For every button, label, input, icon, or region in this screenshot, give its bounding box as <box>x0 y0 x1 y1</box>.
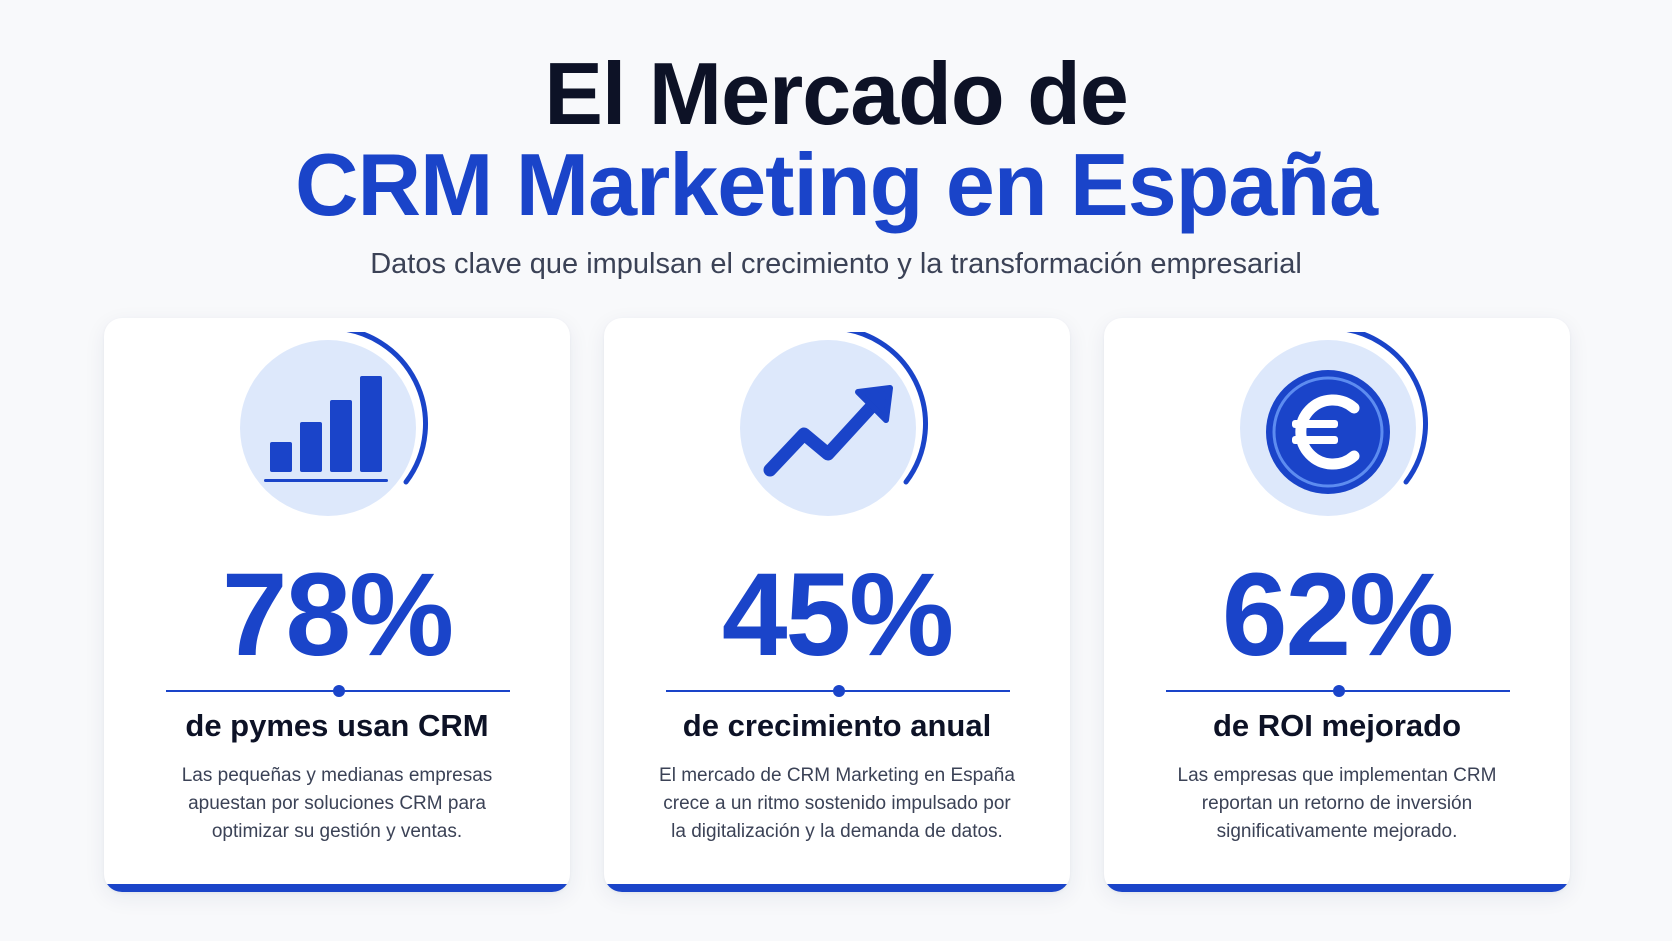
stat-description: Las pequeñas y medianas empresas apuesta… <box>181 765 493 842</box>
stat-label: de pymes usan CRM <box>185 708 489 743</box>
divider-dot <box>333 685 345 697</box>
divider <box>666 685 1010 697</box>
stat-description: El mercado de CRM Marketing en España cr… <box>659 765 1015 842</box>
divider-dot <box>1333 685 1345 697</box>
stat-card-pymes: 78% de pymes usan CRM Las pequeñas y med… <box>104 318 570 892</box>
stat-card-roi: 62% de ROI mejorado Las empresas que imp… <box>1104 318 1570 892</box>
page-title-line-1: El Mercado de <box>544 44 1129 143</box>
bar-chart-icon <box>232 332 432 532</box>
stat-label: de ROI mejorado <box>1212 708 1462 743</box>
divider-dot <box>833 685 845 697</box>
page-subtitle: Datos clave que impulsan el crecimiento … <box>370 248 1302 280</box>
card-accent-bar <box>604 884 1070 892</box>
stat-label: de crecimiento anual <box>682 708 992 743</box>
stat-card-crecimiento: 45% de crecimiento anual El mercado de C… <box>604 318 1070 892</box>
card-accent-bar <box>1104 884 1570 892</box>
divider <box>166 685 510 697</box>
euro-coin-icon <box>1232 332 1432 532</box>
stat-value: 78% <box>221 549 454 681</box>
stat-description: Las empresas que implementan CRM reporta… <box>1177 765 1497 842</box>
divider <box>1166 685 1510 697</box>
stat-value: 62% <box>1221 549 1454 681</box>
card-accent-bar <box>104 884 570 892</box>
trending-up-icon <box>732 332 932 532</box>
page-title-line-2: CRM Marketing en España <box>294 135 1378 234</box>
stat-value: 45% <box>721 549 954 681</box>
